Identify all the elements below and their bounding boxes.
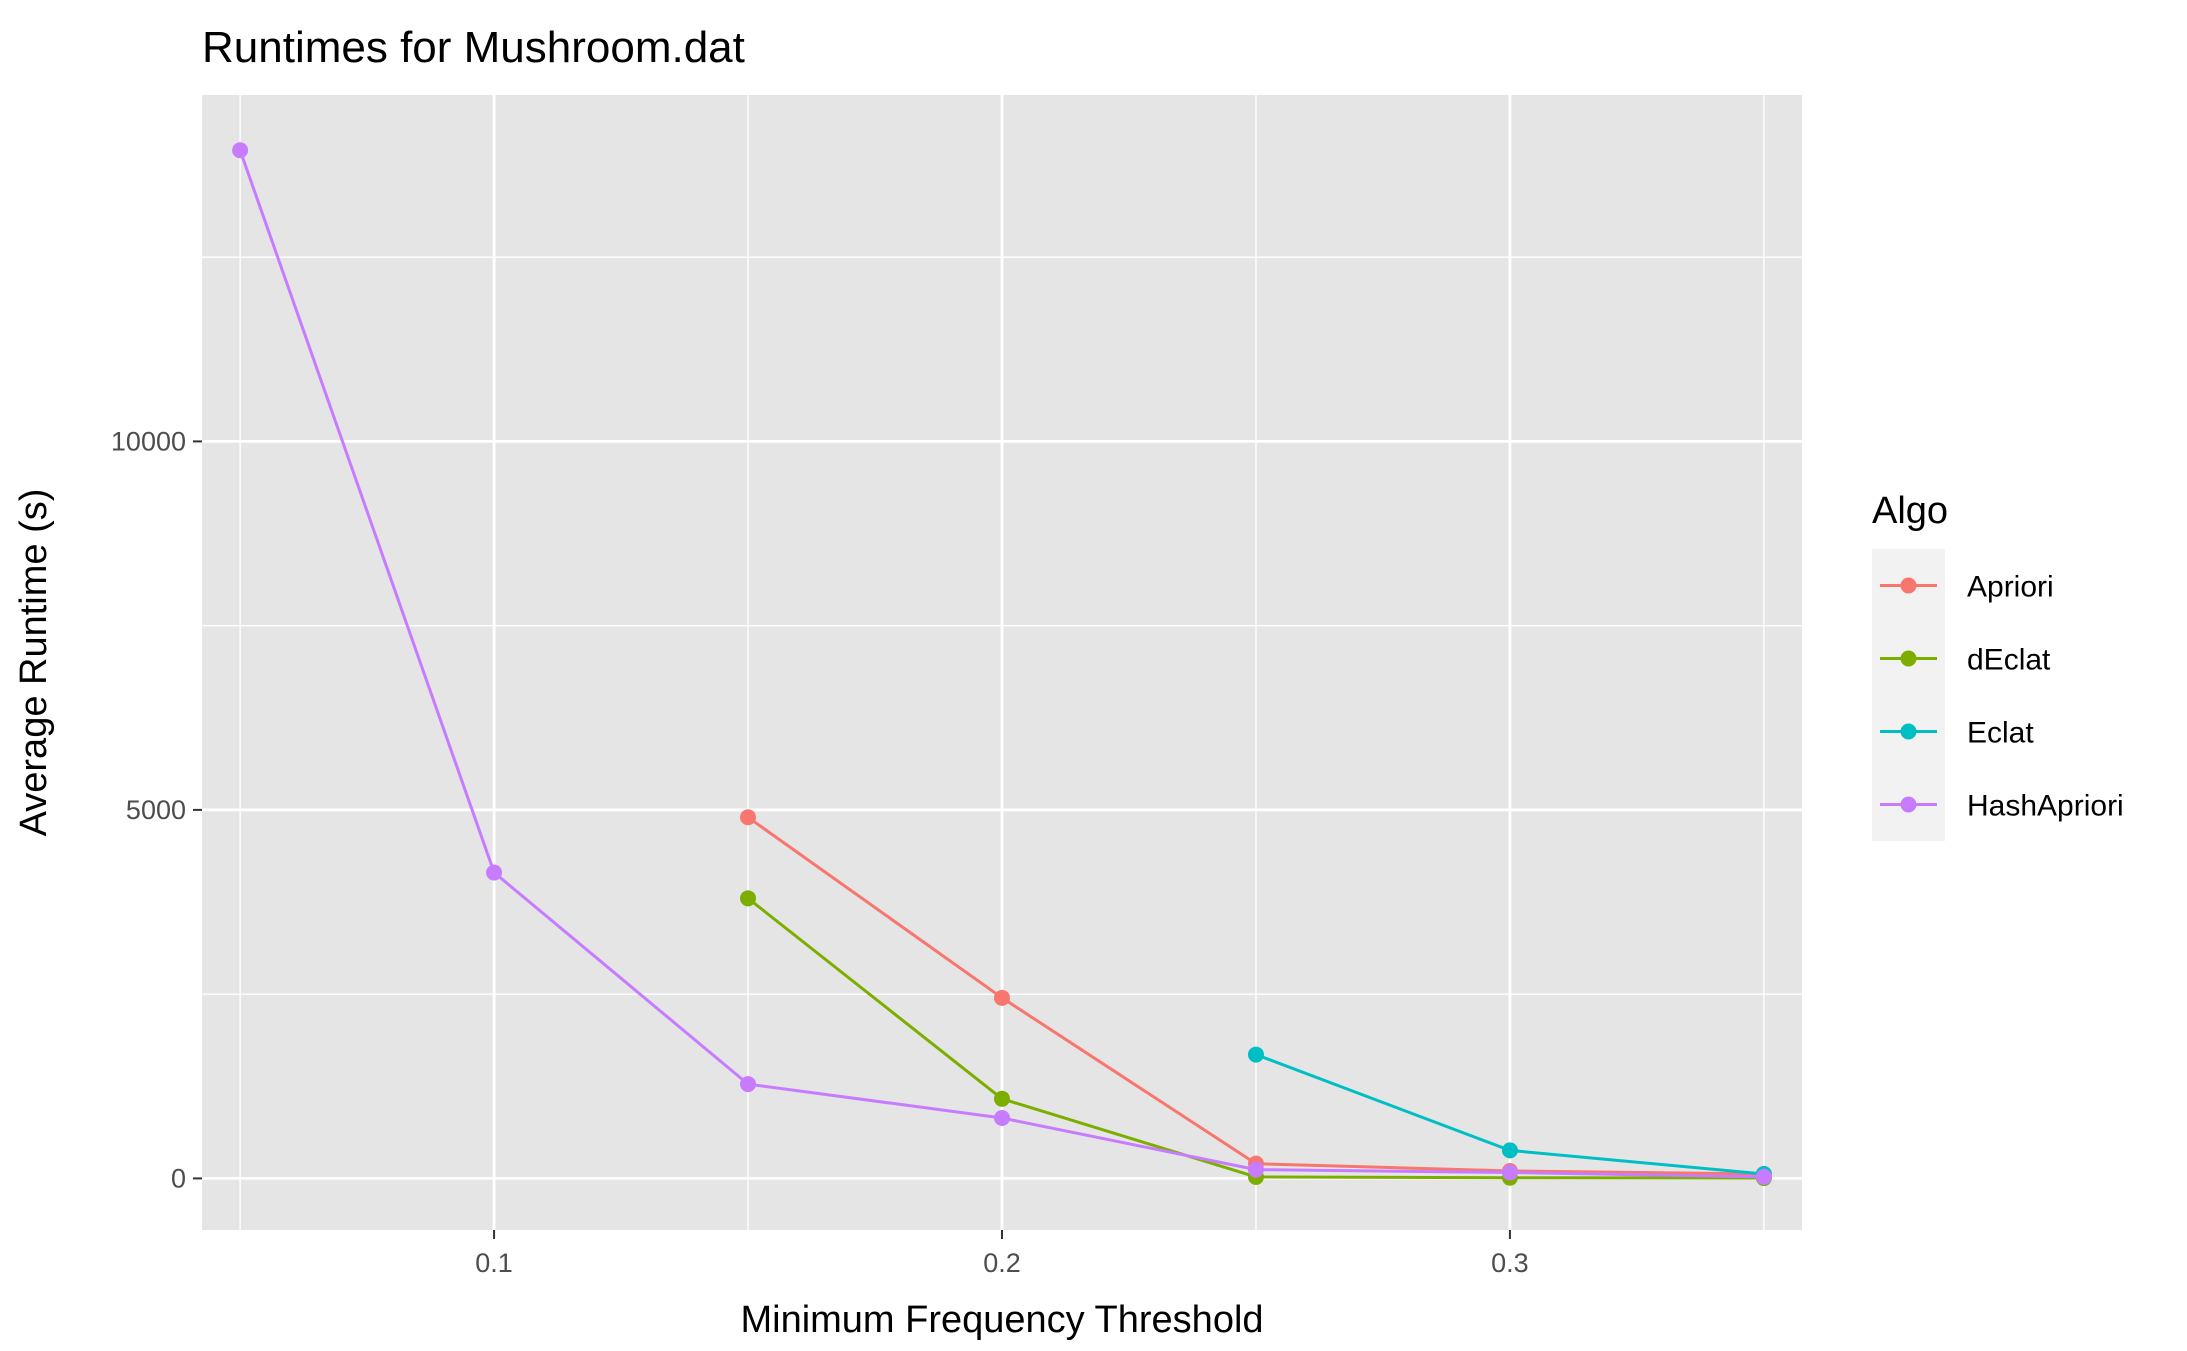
y-axis-title: Average Runtime (s) (13, 489, 55, 837)
axes: 0 5000 10000 0.1 0.2 0.3 (111, 426, 1529, 1278)
legend: Algo Apriori dEclat Eclat HashApriori (1872, 490, 2124, 841)
y-tick-label: 10000 (111, 426, 186, 456)
legend-key-point-apriori (1900, 577, 1917, 594)
data-point-hashapriori (486, 864, 503, 881)
data-point-eclat (1247, 1046, 1264, 1063)
data-point-apriori (994, 989, 1010, 1006)
data-point-hashapriori (994, 1109, 1010, 1126)
legend-label-apriori: Apriori (1967, 571, 2054, 604)
y-tick-label: 0 (171, 1163, 186, 1193)
legend-title: Algo (1872, 490, 1948, 532)
data-point-hashapriori (232, 142, 249, 159)
data-point-declat (740, 890, 757, 907)
y-tick-label: 5000 (126, 795, 186, 825)
x-axis-title: Minimum Frequency Threshold (740, 1299, 1263, 1341)
data-point-hashapriori (740, 1076, 757, 1093)
legend-key-point-eclat (1900, 723, 1917, 740)
legend-label-hashapriori: HashApriori (1967, 790, 2124, 823)
data-point-apriori (740, 809, 757, 826)
x-tick-label: 0.3 (1491, 1248, 1529, 1278)
legend-key-point-hashapriori (1900, 796, 1917, 813)
data-point-declat (994, 1090, 1010, 1107)
x-tick-label: 0.2 (983, 1248, 1021, 1278)
data-point-eclat (1501, 1142, 1518, 1159)
data-point-hashapriori (1755, 1168, 1772, 1185)
data-point-hashapriori (1501, 1164, 1518, 1181)
series-layer (232, 142, 1772, 1187)
legend-label-eclat: Eclat (1967, 717, 2034, 750)
legend-key-point-declat (1900, 650, 1917, 667)
data-point-hashapriori (1247, 1161, 1264, 1178)
chart-title: Runtimes for Mushroom.dat (202, 23, 745, 72)
legend-keys-background (1872, 549, 1945, 841)
grid (202, 95, 1802, 1230)
x-tick-label: 0.1 (475, 1248, 513, 1278)
legend-label-declat: dEclat (1967, 644, 2051, 677)
